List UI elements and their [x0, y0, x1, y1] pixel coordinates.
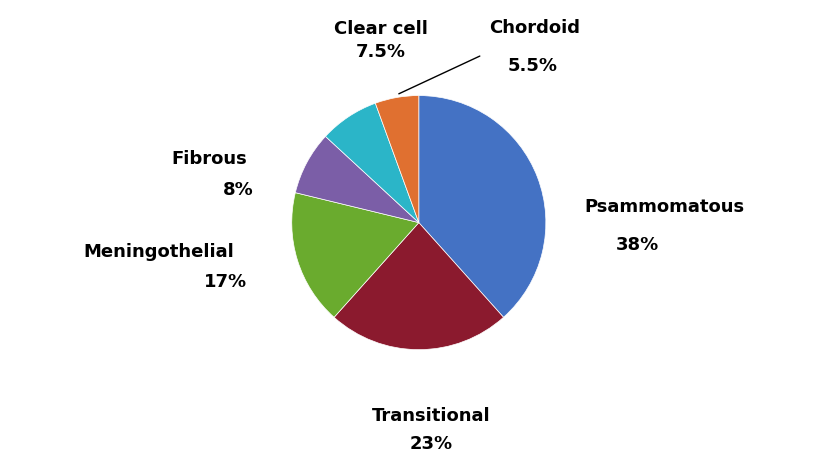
Text: 17%: 17% [204, 273, 248, 291]
Wedge shape [419, 96, 546, 317]
Text: Fibrous: Fibrous [172, 150, 248, 168]
Text: Transitional: Transitional [372, 407, 491, 425]
Text: Meningothelial: Meningothelial [84, 243, 234, 261]
Wedge shape [334, 223, 503, 350]
Wedge shape [326, 103, 419, 223]
Text: Chordoid: Chordoid [488, 19, 580, 37]
Wedge shape [292, 193, 419, 317]
Text: Clear cell: Clear cell [334, 20, 427, 39]
Text: 5.5%: 5.5% [507, 58, 558, 75]
Text: 7.5%: 7.5% [356, 43, 406, 61]
Text: 23%: 23% [410, 435, 453, 453]
Wedge shape [375, 96, 419, 223]
Wedge shape [295, 137, 419, 223]
Text: 8%: 8% [223, 180, 253, 198]
Text: 38%: 38% [615, 237, 659, 255]
Text: Psammomatous: Psammomatous [584, 198, 744, 217]
